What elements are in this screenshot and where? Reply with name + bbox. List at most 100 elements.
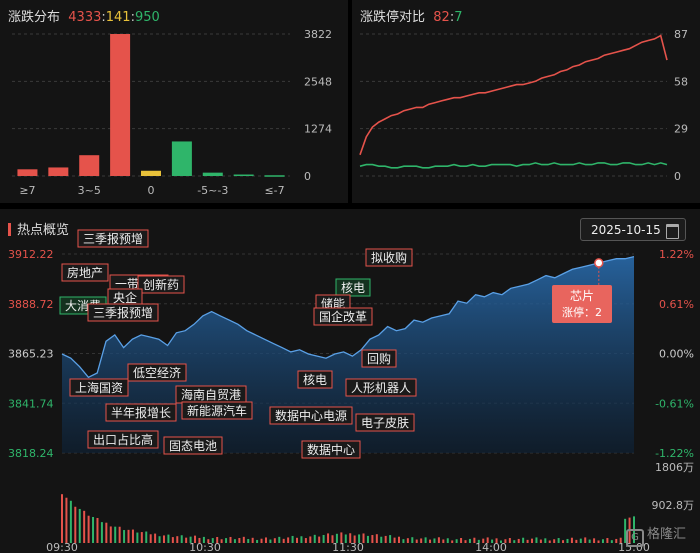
calendar-icon[interactable] [666,224,679,239]
volume-bar [291,535,294,543]
volume-bar [380,536,383,543]
hotspot-tag: 半年报增长 [111,405,171,420]
volume-bar [100,522,103,543]
hotspot-tag-box [137,275,185,294]
volume-bar [145,531,148,543]
volume-bar [220,539,223,543]
hotspot-tag: 固态电池 [169,439,217,453]
distribution-title-row: 涨跌分布 4333:141:950 [8,10,160,25]
main-y-left-tick: 3818.24 [8,447,54,460]
main-y-right-tick: 0.61% [659,298,694,311]
volume-bar [455,539,458,543]
hotspot-tag: 核电 [303,373,327,387]
volume-bar [446,538,449,543]
volume-bar [531,538,534,543]
volume-bar [92,516,95,543]
volume-bar [442,539,445,543]
volume-bar [371,535,374,543]
dist-y-tick: 0 [304,170,311,183]
main-y-left-tick: 3888.72 [8,298,54,311]
hotspot-panel: 热点概览 2025-10-15 3912.22 1.22% 3888.72 0.61%… [0,209,700,553]
volume-bar [171,537,174,543]
dist-bar [171,141,192,176]
hotspot-tag-box [355,413,415,432]
hotspot-tag: 国企改革 [319,309,367,324]
dist-bar [264,175,285,177]
volume-bar [557,538,560,543]
ratio-y-tick: 87 [674,28,688,41]
date-picker[interactable]: 2025-10-15 [580,218,686,241]
main-y-left-tick: 3865.23 [8,348,54,361]
volume-bar [109,526,112,543]
hotspot-tag-box [61,263,109,282]
dist-x-tick: 3~5 [78,184,101,197]
main-y-left-tick: 3841.74 [8,397,54,410]
volume-bar [65,497,68,543]
hotspot-tag: 央企 [113,290,137,305]
hotspot-tag: 人形机器人 [351,381,411,395]
down-count: 950 [134,10,160,25]
volume-bar [482,538,485,543]
hotspot-tag: 数据中心电源 [275,408,347,423]
volume-bar [597,540,600,543]
main-y-right-tick: -1.22% [655,447,694,460]
volume-bar [251,537,254,543]
hotspot-tag: 储能 [321,296,345,311]
title-accent-bar [8,223,11,236]
volume-bar [464,540,467,543]
volume-bar [229,536,232,543]
main-y-left-tick: 3912.22 [8,248,54,261]
hotspot-tag: 上海国资 [75,380,123,395]
volume-bar [114,526,117,543]
volume-bar [185,537,188,543]
limit-ratio-line-chart: 87 58 29 0 [359,28,688,183]
volume-bar [358,534,361,543]
volume-y-tick: 902.8万 [652,499,695,512]
dist-y-tick: 3822 [304,28,332,41]
limit-down-count: 7 [454,10,463,25]
volume-bar [429,539,432,543]
volume-bar [415,539,418,543]
volume-bar [83,510,86,543]
volume-bar [566,538,569,543]
volume-bar [610,540,613,543]
hotspot-tag: 新能源汽车 [187,403,247,418]
dist-bar [48,167,69,176]
volume-bar [278,536,281,543]
volume-bar [331,535,334,543]
limit-down-line [359,162,668,169]
volume-bar [491,539,494,543]
main-y-right-tick: -0.61% [655,397,694,410]
volume-bar [247,539,250,543]
volume-bar [304,538,307,543]
watermark: G 格隆汇 [625,523,686,547]
volume-bar [535,537,538,543]
volume-bar [548,540,551,543]
volume-bar [123,530,126,543]
dist-bar [110,34,131,176]
dist-y-tick: 1274 [304,123,332,136]
volume-bar [335,533,338,543]
dist-x-tick: ≥7 [19,184,35,197]
volume-bar [176,536,179,543]
volume-bar [78,508,81,543]
dist-x-tick: ≤-7 [264,184,284,197]
hotspot-tag: 电子皮肤 [361,415,409,430]
hotspot-tag: 低空经济 [133,365,181,380]
highlight-box [552,285,612,323]
hotspot-tag-box [269,406,353,425]
volume-bar [579,538,582,543]
volume-bar [513,540,516,543]
volume-bar [264,537,267,543]
volume-bar [300,536,303,543]
dist-bar [202,172,223,176]
distribution-panel: 涨跌分布 4333:141:950 3822 2548 1274 0 ≥7 3~5 0 -5~… [0,0,348,203]
volume-bar [118,526,121,543]
volume-bar [158,536,161,543]
hotspot-tag-box [181,401,253,420]
date-value[interactable]: 2025-10-15 [591,223,661,237]
hotspot-tag-box [163,436,223,455]
volume-bar [362,533,365,543]
logo-icon: G [625,529,644,547]
volume-bar [180,535,183,543]
